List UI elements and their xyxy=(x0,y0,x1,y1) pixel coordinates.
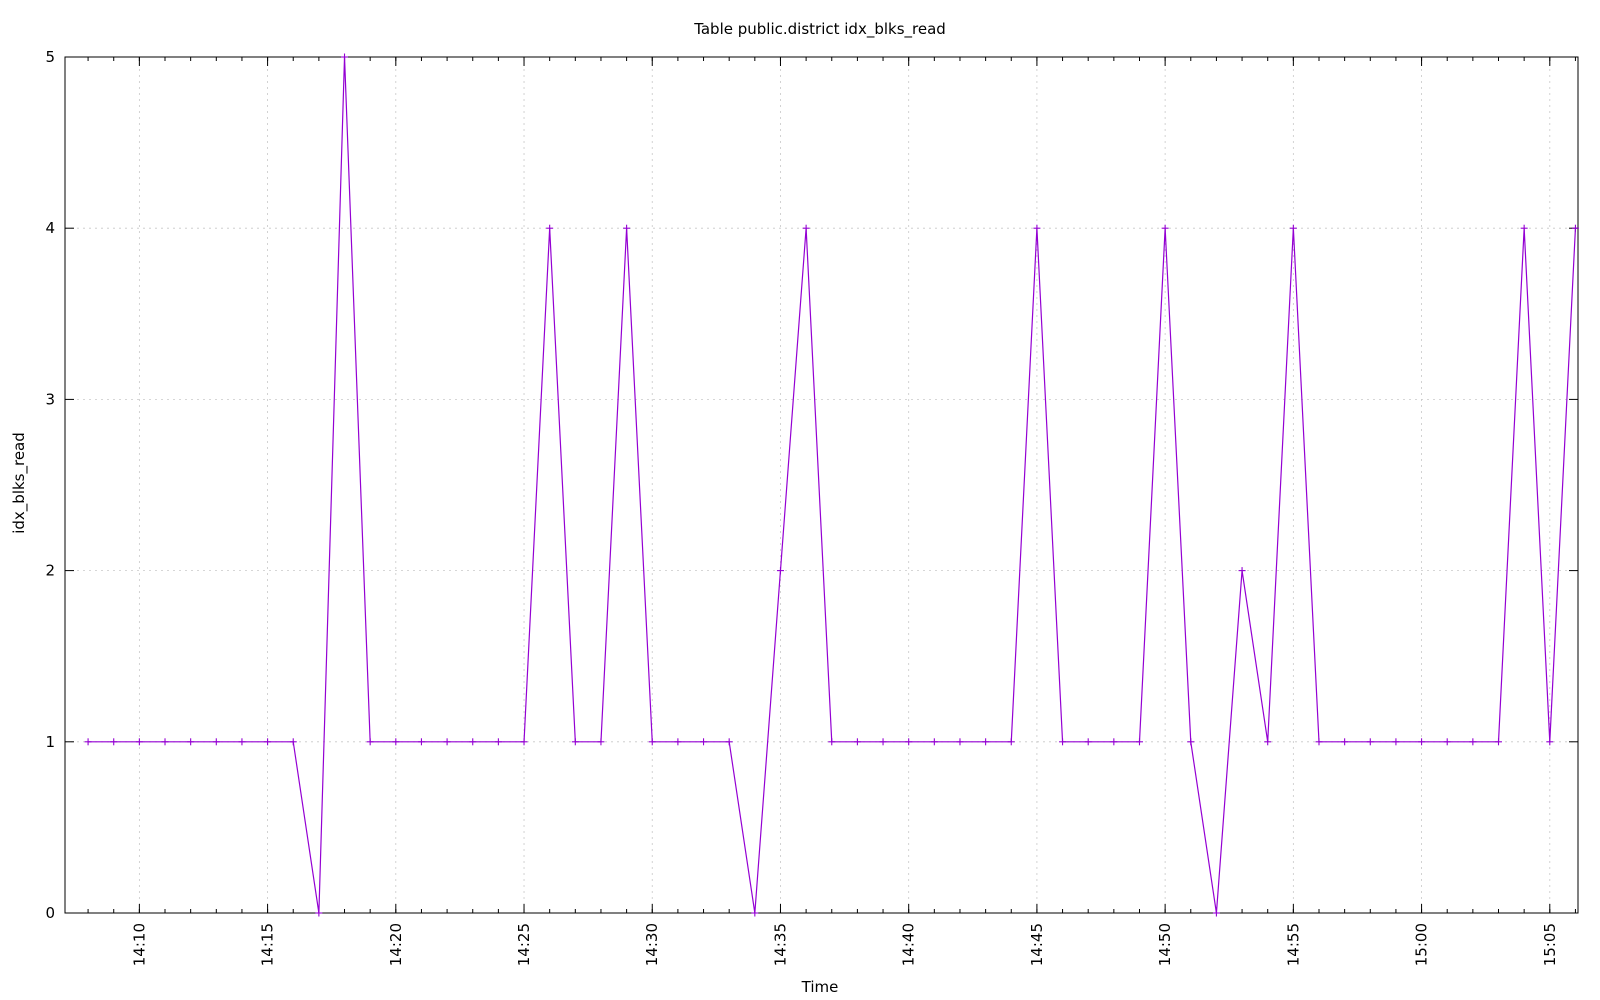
data-point xyxy=(264,738,272,746)
grid xyxy=(65,57,1578,913)
x-tick-label: 14:35 xyxy=(771,923,789,966)
x-tick-label: 14:50 xyxy=(1156,923,1174,966)
data-point xyxy=(469,738,477,746)
x-axis-label: Time xyxy=(801,978,839,996)
y-tick-label: 0 xyxy=(45,904,55,922)
x-tick-label: 14:30 xyxy=(643,923,661,966)
data-point xyxy=(1495,738,1503,746)
y-tick-label: 3 xyxy=(45,390,55,408)
x-tick-label: 14:10 xyxy=(130,923,148,966)
y-tick-label: 4 xyxy=(45,219,55,237)
data-point xyxy=(494,738,502,746)
y-tick-label: 2 xyxy=(45,562,55,580)
data-point xyxy=(1469,738,1477,746)
data-point xyxy=(1546,738,1554,746)
data-point xyxy=(341,53,349,61)
data-point xyxy=(546,224,554,232)
data-point xyxy=(751,909,759,917)
data-point xyxy=(443,738,451,746)
data-point xyxy=(674,738,682,746)
data-point xyxy=(110,738,118,746)
x-tick-label: 14:20 xyxy=(387,923,405,966)
data-point xyxy=(1059,738,1067,746)
data-point xyxy=(700,738,708,746)
data-point xyxy=(776,567,784,575)
data-point xyxy=(520,738,528,746)
data-point xyxy=(597,738,605,746)
data-point xyxy=(1187,738,1195,746)
data-point xyxy=(1443,738,1451,746)
data-point xyxy=(417,738,425,746)
x-tick-label: 15:05 xyxy=(1541,923,1559,966)
chart-title: Table public.district idx_blks_read xyxy=(693,20,946,39)
data-point xyxy=(392,738,400,746)
tick-labels: 0 1 2 3 4 5 14:10 14:15 14:20 14:25 14:30 14:35 14:4… xyxy=(45,48,1558,966)
data-point xyxy=(212,738,220,746)
data-point xyxy=(366,738,374,746)
data-point xyxy=(930,738,938,746)
data-point xyxy=(1571,224,1579,232)
data-point xyxy=(982,738,990,746)
y-axis-label: idx_blks_read xyxy=(10,432,29,534)
x-tick-label: 14:45 xyxy=(1028,923,1046,966)
plot-frame xyxy=(64,56,1579,914)
data-point xyxy=(1366,738,1374,746)
data-point xyxy=(315,909,323,917)
data-point xyxy=(1418,738,1426,746)
series-line xyxy=(88,56,1577,914)
data-point xyxy=(135,738,143,746)
x-tick-label: 14:15 xyxy=(259,923,277,966)
data-point xyxy=(905,738,913,746)
data-point xyxy=(84,738,92,746)
data-point xyxy=(879,738,887,746)
x-tick-label: 14:25 xyxy=(515,923,533,966)
y-tick-label: 5 xyxy=(45,48,55,66)
data-point xyxy=(1161,224,1169,232)
data-point xyxy=(1084,738,1092,746)
data-point xyxy=(1212,909,1220,917)
data-point xyxy=(956,738,964,746)
data-point xyxy=(828,738,836,746)
data-point xyxy=(238,738,246,746)
data-point xyxy=(1264,738,1272,746)
data-point xyxy=(1135,738,1143,746)
data-point xyxy=(725,738,733,746)
data-point xyxy=(623,224,631,232)
data-point xyxy=(161,738,169,746)
y-tick-label: 1 xyxy=(45,733,55,751)
data-point xyxy=(1238,567,1246,575)
data-point xyxy=(1033,224,1041,232)
x-tick-label: 14:40 xyxy=(900,923,918,966)
x-tick-label: 14:55 xyxy=(1284,923,1302,966)
data-point xyxy=(1289,224,1297,232)
data-point xyxy=(1392,738,1400,746)
data-point xyxy=(1007,738,1015,746)
series xyxy=(84,53,1579,917)
data-point xyxy=(648,738,656,746)
data-point xyxy=(1110,738,1118,746)
data-point xyxy=(187,738,195,746)
data-point xyxy=(1520,224,1528,232)
x-tick-label: 15:00 xyxy=(1413,923,1431,966)
data-point xyxy=(571,738,579,746)
data-point xyxy=(853,738,861,746)
ticks xyxy=(65,56,1578,914)
data-point xyxy=(802,224,810,232)
data-point xyxy=(1341,738,1349,746)
data-point xyxy=(289,738,297,746)
data-point xyxy=(1315,738,1323,746)
